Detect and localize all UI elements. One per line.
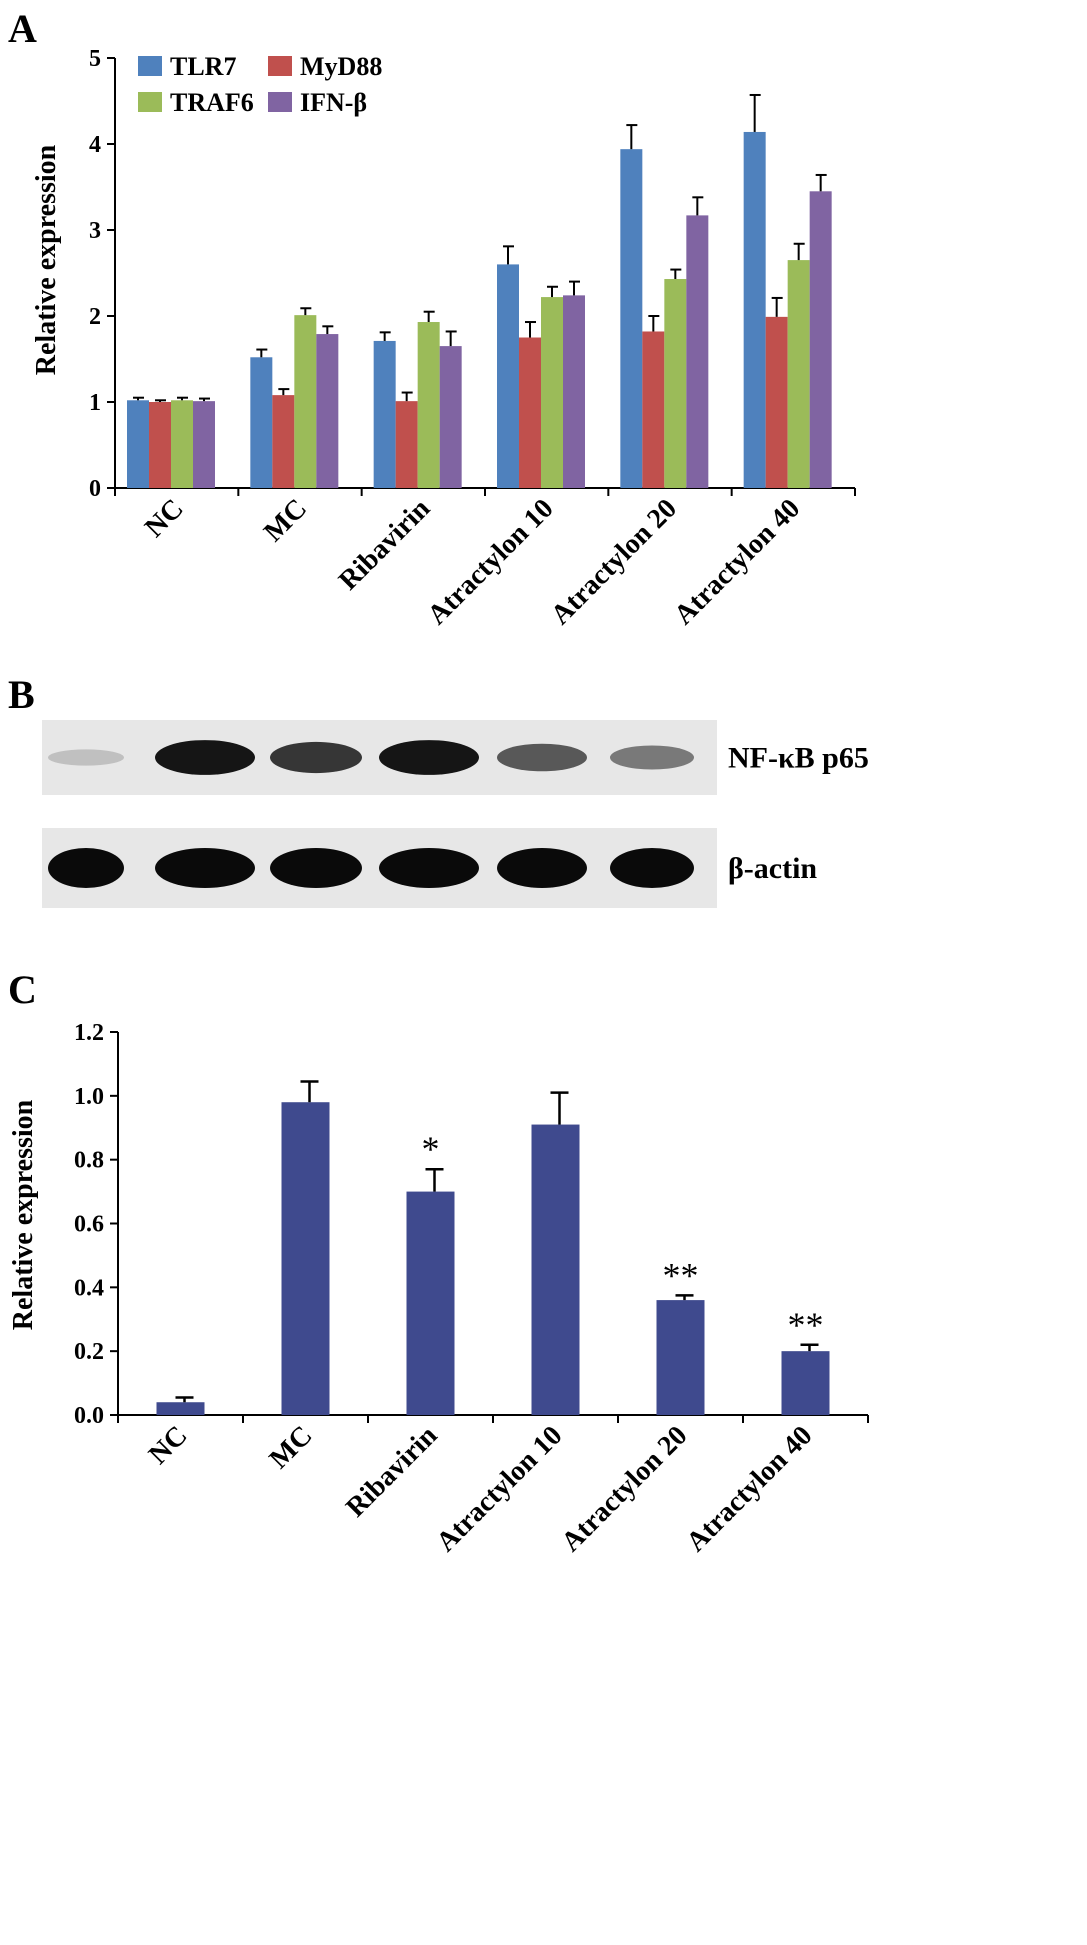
panel-c-axes: 0.0 0.2 0.4 0.6 0.8 1.0 1.2 [74,1020,869,1429]
panel-a-y-tick-label: 4 [89,132,101,158]
panel-b-band [155,848,255,888]
panel-a-bar [787,260,810,488]
panel-a-legend-label: TLR7 [170,52,236,81]
panel-a-legend-swatch [268,56,292,76]
panel-a-bar [519,337,541,488]
panel-a-axes: 0 1 2 3 4 5 [89,46,856,502]
panel-a-bar [395,401,418,488]
panel-c-bar [531,1124,580,1415]
panel-a-y-tick-label: 2 [89,304,101,330]
panel-a-bar [743,131,766,488]
panel-a-category-label: Atractylon 20 [545,493,683,631]
panel-a-y-tick-label: 1 [89,390,101,416]
panel-a-legend-swatch [138,56,162,76]
panel-b-blots: NF-κB p65 β-actin [42,720,869,908]
panel-c-bar [281,1102,330,1415]
panel-a-bar [809,191,832,489]
panel-c-bar [656,1300,705,1415]
panel-c-y-tick-label: 0.8 [74,1148,104,1174]
panel-a-bar [439,346,462,488]
panel-a-bar [541,297,563,488]
panel-c-y-tick-label: 1.2 [74,1020,104,1046]
panel-c-y-tick-label: 0.6 [74,1212,104,1238]
panel-c-category-label: Atractylon 10 [431,1420,569,1558]
panel-b-band [155,740,255,775]
panel-a-bar [664,279,687,488]
panel-a-category-label: Atractylon 40 [668,493,806,631]
panel-c-y-tick-label: 0.0 [74,1403,104,1429]
panel-a-legend-label: IFN-β [300,88,367,117]
panel-b-band [497,848,587,888]
panel-a-legend-label: MyD88 [300,52,382,81]
panel-a-bar [294,315,317,488]
panel-b-band [270,741,362,774]
panel-c-bar [406,1191,455,1415]
panel-a-bar [193,401,215,488]
panel-a-category-label: NC [139,493,190,544]
panel-c-bar [156,1402,205,1415]
panel-a-bar [171,400,193,488]
panel-a-bar [642,331,665,488]
panel-a-letter: A [8,6,37,51]
panel-b-band [610,745,694,770]
panel-c-bars: ***** [156,1080,830,1415]
panel-a-category-label: MC [258,493,313,548]
panel-a-legend: TLR7 MyD88 TRAF6 IFN-β [138,52,382,117]
panel-a-bar [497,264,519,488]
panel-a-bar [686,215,709,488]
panel-b: B NF-κB p65 β-actin [8,672,869,908]
panel-c-y-tick-label: 1.0 [74,1084,104,1110]
panel-c-significance-label: * [422,1129,440,1169]
panel-a-legend-swatch [138,92,162,112]
panel-a-bar [250,357,273,488]
panel-a-category-label: Atractylon 10 [422,493,560,631]
panel-a-y-tick-label: 3 [89,218,101,244]
panel-b-letter: B [8,672,35,717]
panel-a-bar [127,400,149,488]
panel-b-band [610,848,694,888]
panel-a-y-tick-label: 0 [89,476,101,502]
panel-a-bar [765,316,788,488]
panel-a-legend-swatch [268,92,292,112]
panel-a-bar [620,149,643,488]
panel-c-y-tick-label: 0.4 [74,1275,104,1301]
panel-a-bar [316,334,339,488]
panel-b-band [270,848,362,888]
panel-a-category-label: Ribavirin [333,493,437,597]
panel-c-letter: C [8,967,37,1012]
panel-a-bar [417,322,440,488]
panel-a: A Relative expression 0 1 2 3 4 5 TLR7 MyD88 TR… [8,6,856,631]
panel-b-band [48,749,124,766]
panel-a-bar [272,395,295,488]
panel-b-band [379,740,479,775]
panel-b-band [379,848,479,888]
panel-c-significance-label: ** [663,1255,699,1295]
panel-a-y-tick-label: 5 [89,46,101,72]
panel-a-legend-label: TRAF6 [170,88,254,117]
panel-b-row-label: NF-κB p65 [728,742,869,775]
panel-b-row-label: β-actin [728,852,817,885]
panel-b-band [497,743,587,772]
panel-b-band [48,848,124,888]
panel-a-bar [373,340,396,488]
panel-a-ylabel: Relative expression [31,144,62,375]
panel-c-category-label: Atractylon 20 [556,1420,694,1558]
panel-c: C Relative expression 0.0 0.2 0.4 0.6 0.8 1.0… [8,967,869,1558]
panel-c-category-label: NC [143,1420,194,1471]
panel-a-bars [127,93,832,489]
panel-a-bar [563,295,585,488]
panel-c-category-label: MC [264,1420,319,1475]
panel-c-category-label: Atractylon 40 [681,1420,819,1558]
panel-c-category-label: Ribavirin [340,1420,444,1524]
panel-c-y-tick-label: 0.2 [74,1339,104,1365]
panel-a-bar [149,402,171,488]
panel-c-ylabel: Relative expression [8,1099,39,1330]
panel-c-bar [781,1351,830,1415]
panel-c-significance-label: ** [788,1305,824,1345]
